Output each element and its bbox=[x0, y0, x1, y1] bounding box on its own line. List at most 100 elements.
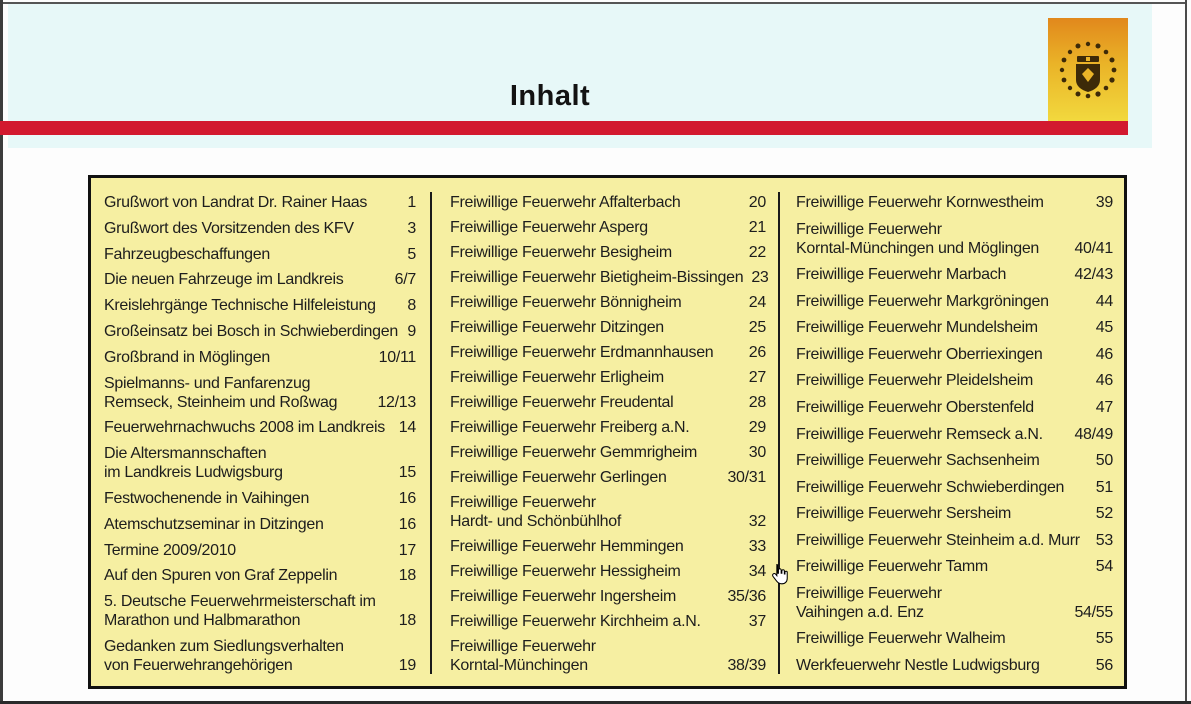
toc-entry-title: Freiwillige Feuerwehr Mundelsheim bbox=[796, 319, 1038, 337]
toc-column-1: Grußwort von Landrat Dr. Rainer Haas 1 Gru… bbox=[104, 193, 416, 675]
toc-column-2: Freiwillige Feuerwehr Affalterbach 20 Frei… bbox=[450, 193, 769, 675]
toc-entry: Atemschutzseminar in Ditzingen 16 bbox=[104, 515, 416, 534]
toc-entry-page: 39 bbox=[1095, 194, 1114, 211]
toc-entry-page: 22 bbox=[748, 244, 767, 261]
toc-entry-title: Freiwillige Feuerwehr Hemmingen bbox=[450, 538, 684, 555]
toc-entry-title: Remseck, Steinheim und Roßwag bbox=[104, 393, 338, 411]
toc-entry-page: 10/11 bbox=[378, 348, 417, 366]
toc-entry: Freiwillige Feuerwehr Bietigheim-Bissing… bbox=[450, 268, 769, 287]
toc-entry-page: 33 bbox=[748, 538, 767, 555]
toc-entry-page: 1 bbox=[407, 194, 416, 211]
toc-entry-title: Kreislehrgänge Technische Hilfeleistung bbox=[104, 297, 376, 315]
toc-entry-title: Freiwillige Feuerwehr bbox=[450, 494, 596, 511]
toc-entry-page: 9 bbox=[407, 322, 416, 340]
toc-entry: Freiwillige Feuerwehr Erligheim 27 bbox=[450, 368, 766, 387]
toc-entry-page: 47 bbox=[1095, 398, 1114, 416]
toc-entry-title: Freiwillige Feuerwehr bbox=[796, 584, 942, 602]
toc-entry: Freiwillige Feuerwehr Schwieberdingen 51 bbox=[796, 478, 1113, 497]
toc-entry-title: Freiwillige Feuerwehr Remseck a.N. bbox=[796, 425, 1043, 443]
toc-entry: Freiwillige Feuerwehr Freiberg a.N. 29 bbox=[450, 418, 766, 437]
toc-entry-page: 46 bbox=[1095, 372, 1114, 390]
toc-panel: Grußwort von Landrat Dr. Rainer Haas 1 Gru… bbox=[88, 175, 1127, 689]
toc-entry: Freiwillige Feuerwehr Hardt- und Schönbüh… bbox=[450, 493, 766, 531]
toc-entry-page: 40/41 bbox=[1074, 239, 1113, 257]
toc-entry: Großeinsatz bei Bosch in Schwieberdingen… bbox=[104, 322, 416, 341]
toc-entry: Freiwillige Feuerwehr Kornwestheim 39 bbox=[796, 193, 1113, 212]
toc-entry: Fahrzeugbeschaffungen 5 bbox=[104, 245, 416, 264]
toc-entry-title: Werkfeuerwehr Nestle Ludwigsburg bbox=[796, 657, 1040, 674]
toc-entry: Freiwillige Feuerwehr Ingersheim 35/36 bbox=[450, 587, 766, 606]
toc-entry: Freiwillige Feuerwehr Markgröningen 44 bbox=[796, 292, 1113, 311]
toc-entry-title: Marathon und Halbmarathon bbox=[104, 612, 301, 630]
toc-entry-page: 45 bbox=[1095, 319, 1114, 337]
toc-entry-page: 19 bbox=[398, 656, 417, 674]
toc-entry-page: 53 bbox=[1095, 531, 1114, 549]
toc-entry-title: Korntal-Münchingen und Möglingen bbox=[796, 239, 1040, 257]
toc-entry: Die neuen Fahrzeuge im Landkreis 6/7 bbox=[104, 270, 416, 289]
page-title: Inhalt bbox=[509, 80, 591, 112]
toc-entry-page: 20 bbox=[748, 194, 767, 211]
toc-entry-page: 29 bbox=[748, 419, 767, 436]
toc-entry-page: 14 bbox=[398, 419, 417, 437]
toc-entry-title: Großeinsatz bei Bosch in Schwieberdingen bbox=[104, 322, 398, 340]
toc-entry: Freiwillige Feuerwehr Ditzingen 25 bbox=[450, 318, 766, 337]
toc-entry-title: Freiwillige Feuerwehr Marbach bbox=[796, 266, 1007, 284]
toc-entry: Freiwillige Feuerwehr Erdmannhausen 26 bbox=[450, 343, 766, 362]
toc-entry-title: Freiwillige Feuerwehr Ingersheim bbox=[450, 588, 677, 605]
toc-entry-title: Freiwillige Feuerwehr Kirchheim a.N. bbox=[450, 613, 701, 630]
kfv-logo bbox=[1048, 18, 1128, 122]
toc-entry-page: 30/31 bbox=[727, 469, 766, 486]
toc-entry: Großbrand in Möglingen 10/11 bbox=[104, 348, 416, 367]
toc-entry-page: 52 bbox=[1095, 505, 1114, 523]
toc-entry-title: im Landkreis Ludwigsburg bbox=[104, 464, 283, 482]
toc-entry: Festwochenende in Vaihingen 16 bbox=[104, 489, 416, 508]
toc-entry: Freiwillige Feuerwehr Marbach 42/43 bbox=[796, 265, 1113, 284]
toc-entry-page: 54/55 bbox=[1074, 603, 1113, 621]
toc-entry-title: Freiwillige Feuerwehr Sachsenheim bbox=[796, 452, 1040, 470]
toc-entry-page: 23 bbox=[751, 269, 769, 286]
page-border-left bbox=[0, 0, 3, 704]
toc-entry-title: Hardt- und Schönbühlhof bbox=[450, 513, 621, 530]
toc-entry-page: 32 bbox=[748, 513, 767, 530]
toc-entry: Feuerwehrnachwuchs 2008 im Landkreis 14 bbox=[104, 418, 416, 437]
toc-entry-title: Freiwillige Feuerwehr Freudental bbox=[450, 394, 674, 411]
toc-entry-page: 18 bbox=[398, 567, 417, 585]
toc-entry-title: Feuerwehrnachwuchs 2008 im Landkreis bbox=[104, 419, 385, 437]
toc-entry: Freiwillige Feuerwehr Hessigheim 34 bbox=[450, 562, 766, 581]
toc-entry-page: 15 bbox=[398, 464, 417, 482]
toc-entry-title: Atemschutzseminar in Ditzingen bbox=[104, 515, 324, 533]
toc-entry-page: 56 bbox=[1095, 657, 1114, 674]
toc-entry-title: Die Altersmannschaften bbox=[104, 445, 267, 463]
toc-entry-title: Freiwillige Feuerwehr Ditzingen bbox=[450, 319, 664, 336]
toc-entry-page: 35/36 bbox=[727, 588, 766, 605]
toc-entry-title: Freiwillige Feuerwehr Affalterbach bbox=[450, 194, 681, 211]
toc-entry-title: Freiwillige Feuerwehr Hessigheim bbox=[450, 563, 681, 580]
toc-entry-title: von Feuerwehrangehörigen bbox=[104, 656, 293, 674]
toc-entry-page: 27 bbox=[748, 369, 767, 386]
toc-entry: Auf den Spuren von Graf Zeppelin 18 bbox=[104, 566, 416, 585]
toc-entry-page: 5 bbox=[407, 245, 416, 263]
toc-entry-page: 24 bbox=[748, 294, 767, 311]
toc-entry-title: Freiwillige Feuerwehr Bietigheim-Bissing… bbox=[450, 269, 744, 286]
toc-entry-page: 25 bbox=[748, 319, 767, 336]
toc-entry-title: Freiwillige Feuerwehr Freiberg a.N. bbox=[450, 419, 690, 436]
toc-entry-title: Freiwillige Feuerwehr bbox=[796, 220, 942, 238]
kfv-seal-icon bbox=[1059, 41, 1117, 99]
toc-entry-page: 46 bbox=[1095, 345, 1114, 363]
toc-entry: Freiwillige Feuerwehr Sersheim 52 bbox=[796, 504, 1113, 523]
hand-cursor bbox=[772, 564, 788, 585]
toc-entry-title: Freiwillige Feuerwehr Oberstenfeld bbox=[796, 398, 1034, 416]
toc-entry-page: 37 bbox=[748, 613, 767, 630]
toc-entry-title: Festwochenende in Vaihingen bbox=[104, 489, 310, 507]
toc-entry-title: Auf den Spuren von Graf Zeppelin bbox=[104, 567, 338, 585]
toc-entry: Freiwillige Feuerwehr Freudental 28 bbox=[450, 393, 766, 412]
toc-entry-page: 34 bbox=[748, 563, 767, 580]
toc-entry: Freiwillige Feuerwehr Steinheim a.d. Mur… bbox=[796, 531, 1113, 550]
toc-entry-title: Fahrzeugbeschaffungen bbox=[104, 245, 270, 263]
toc-entry: Freiwillige Feuerwehr Korntal-Münchingen 3… bbox=[450, 637, 766, 675]
toc-entry-title: Termine 2009/2010 bbox=[104, 541, 236, 559]
toc-entry: Freiwillige Feuerwehr Gemmrigheim 30 bbox=[450, 443, 766, 462]
toc-entry-title: Freiwillige Feuerwehr Erligheim bbox=[450, 369, 664, 386]
toc-entry: Die Altersmannschaften im Landkreis Ludwi… bbox=[104, 444, 416, 482]
page-border-right bbox=[1185, 0, 1187, 704]
